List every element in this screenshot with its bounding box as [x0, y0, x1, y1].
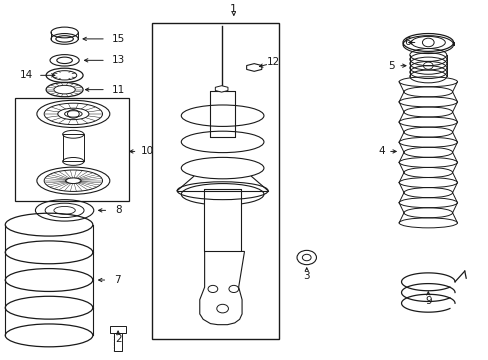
Polygon shape [246, 64, 261, 71]
Text: 8: 8 [116, 205, 122, 215]
Text: 15: 15 [111, 34, 124, 44]
Text: 11: 11 [111, 85, 124, 95]
Text: 9: 9 [424, 296, 431, 306]
Polygon shape [215, 86, 227, 92]
Polygon shape [110, 327, 125, 333]
Text: 1: 1 [230, 4, 237, 14]
Text: 13: 13 [111, 55, 124, 65]
Bar [203, 189, 241, 251]
Bar [62, 134, 84, 161]
Bar [209, 91, 235, 137]
Text: 4: 4 [378, 147, 384, 157]
Text: 5: 5 [387, 61, 394, 71]
Text: 12: 12 [266, 57, 280, 67]
Text: 6: 6 [403, 37, 410, 48]
Bar [152, 23, 278, 339]
Text: 3: 3 [303, 271, 309, 281]
Polygon shape [200, 251, 244, 325]
Text: 7: 7 [114, 275, 120, 285]
Bar [15, 98, 129, 202]
Text: 14: 14 [20, 70, 33, 80]
Polygon shape [114, 333, 122, 351]
Text: 2: 2 [115, 334, 121, 343]
Text: 10: 10 [141, 147, 154, 157]
